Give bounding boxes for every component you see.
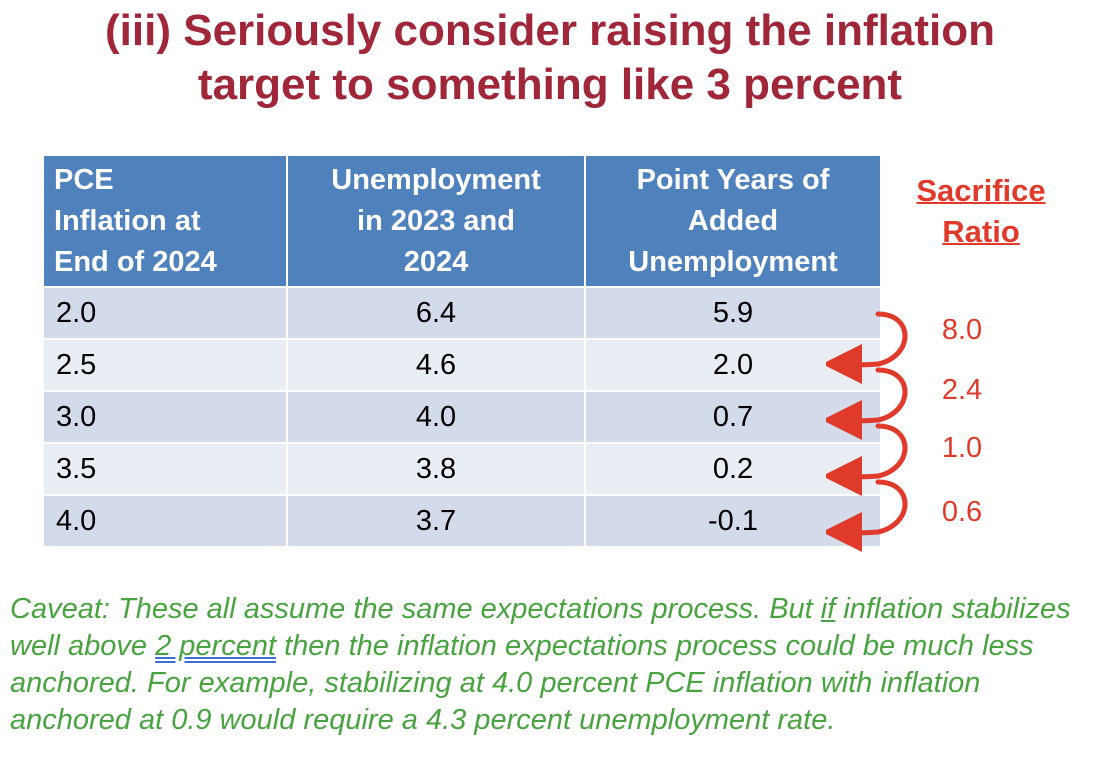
- table-row: 3.0 4.0 0.7: [44, 390, 880, 443]
- cell-unemployment: 3.7: [287, 494, 586, 546]
- header-text: 2024: [403, 245, 469, 278]
- slide-title: (iii) Seriously consider raising the inf…: [0, 4, 1100, 112]
- cell-inflation: 3.0: [44, 390, 288, 443]
- table-header-row: PCE Inflation at End of 2024 Unemploymen…: [44, 156, 880, 287]
- table-row: 2.0 6.4 5.9: [44, 286, 880, 339]
- sacrifice-ratio-value: 1.0: [941, 432, 983, 464]
- cell-point-years: 5.9: [585, 286, 880, 339]
- header-unemployment: Unemployment in 2023 and 2024: [287, 156, 586, 287]
- header-text: Inflation at: [54, 204, 201, 237]
- cell-unemployment: 4.6: [287, 338, 586, 391]
- cell-unemployment: 4.0: [287, 390, 586, 443]
- header-text: Unemployment: [628, 245, 838, 278]
- caveat-text: Caveat: These all assume the same expect…: [10, 593, 821, 625]
- header-text: in 2023 and: [357, 204, 515, 237]
- sacrifice-ratio-value: 0.6: [941, 496, 983, 528]
- header-text: Point Years of: [636, 163, 830, 196]
- caveat-underlined-phrase: 2 percent: [155, 630, 277, 662]
- sacrifice-ratio-heading: Sacrifice Ratio: [900, 170, 1062, 252]
- curved-arrow-icon: [826, 367, 908, 441]
- curved-arrow-icon: [826, 311, 908, 385]
- sacrifice-heading-line-2: Ratio: [942, 214, 1020, 249]
- sacrifice-ratio-value: 8.0: [941, 314, 983, 346]
- cell-inflation: 4.0: [44, 494, 288, 546]
- cell-inflation: 2.0: [44, 286, 288, 339]
- caveat-text: then the inflation expectations process …: [10, 630, 1034, 736]
- header-text: End of 2024: [54, 245, 217, 278]
- cell-inflation: 2.5: [44, 338, 288, 391]
- table-row: 3.5 3.8 0.2: [44, 442, 880, 495]
- header-text: Unemployment: [331, 163, 541, 196]
- header-point-years: Point Years of Added Unemployment: [585, 156, 880, 287]
- table-row: 4.0 3.7 -0.1: [44, 494, 880, 546]
- curved-arrow-icon: [826, 423, 908, 497]
- cell-inflation: 3.5: [44, 442, 288, 495]
- curved-arrow-icon: [826, 479, 908, 553]
- table-row: 2.5 4.6 2.0: [44, 338, 880, 391]
- cell-unemployment: 3.8: [287, 442, 586, 495]
- cell-unemployment: 6.4: [287, 286, 586, 339]
- sacrifice-heading-line-1: Sacrifice: [916, 173, 1046, 208]
- header-pce-inflation: PCE Inflation at End of 2024: [44, 156, 288, 287]
- title-line-2: target to something like 3 percent: [197, 60, 903, 109]
- inflation-unemployment-table: PCE Inflation at End of 2024 Unemploymen…: [44, 156, 880, 546]
- caveat-if-word: if: [820, 593, 836, 625]
- sacrifice-ratio-value: 2.4: [941, 374, 983, 406]
- caveat-paragraph: Caveat: These all assume the same expect…: [10, 591, 1095, 739]
- header-text: Added: [687, 204, 779, 237]
- caveat-text: inflation stabilizes well above: [10, 593, 1071, 662]
- header-text: PCE: [54, 163, 114, 196]
- bracket-arrows: [826, 311, 908, 553]
- title-line-1: (iii) Seriously consider raising the inf…: [105, 6, 995, 55]
